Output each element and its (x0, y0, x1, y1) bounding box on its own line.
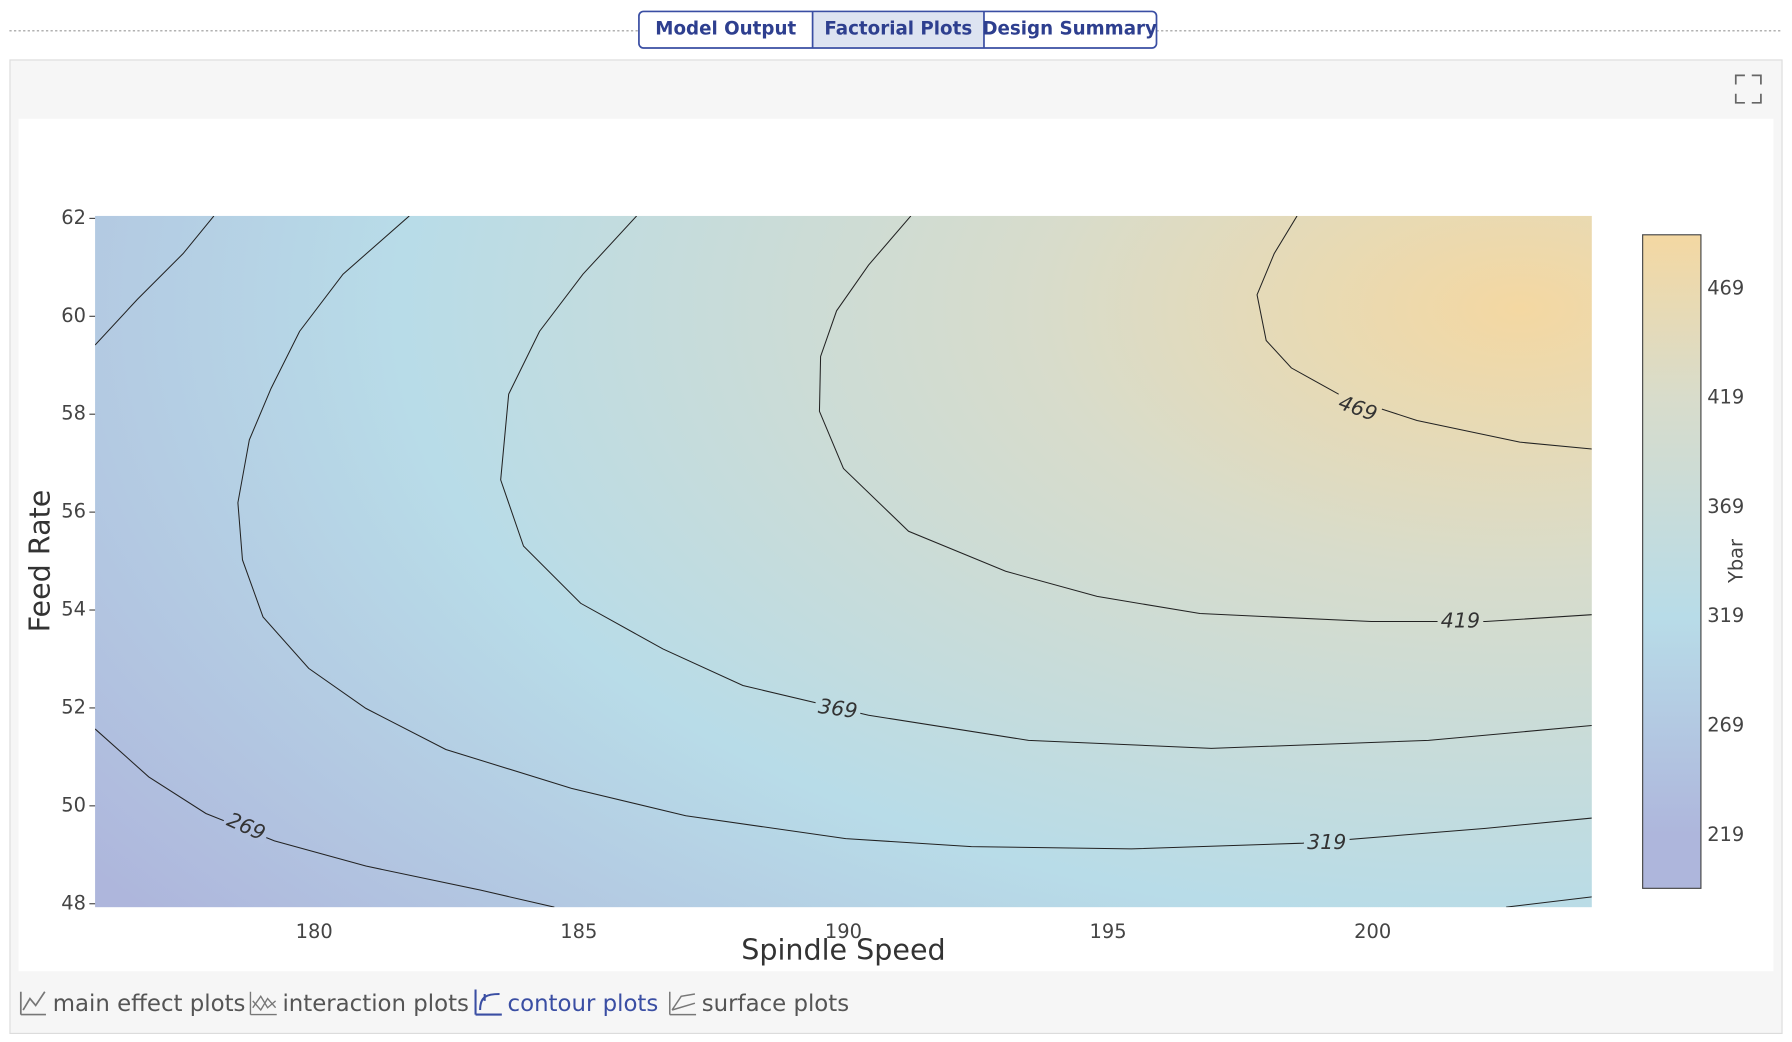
contour-line (237, 215, 1592, 850)
colorbar-tick-label: 219 (1707, 823, 1744, 846)
heatmap (95, 215, 1592, 908)
contour-label-gap (1303, 834, 1350, 853)
tab[interactable]: Factorial Plots (824, 19, 972, 40)
plot-tab[interactable]: main effect plots (53, 991, 246, 1017)
plot-tab[interactable]: contour plots (508, 991, 659, 1017)
contour-line (1506, 896, 1592, 908)
contour-line (1256, 215, 1592, 450)
icon (249, 991, 277, 1016)
x-tick-label: 190 (825, 920, 862, 943)
contours (95, 215, 1592, 908)
plot-tab[interactable]: surface plots (702, 991, 849, 1017)
contour-label: 419 (1441, 609, 1480, 633)
icon (669, 991, 697, 1016)
icon (474, 989, 502, 1016)
y-tick-label: 52 (61, 695, 86, 718)
colorbar-tick-label: 419 (1707, 386, 1744, 409)
colorbar-tick-label: 369 (1707, 495, 1744, 518)
y-tick-label: 48 (61, 891, 86, 914)
colorbar-title: Ybar (1724, 539, 1747, 584)
colorbar-tick-label: 269 (1707, 714, 1744, 737)
contour-label-gap (813, 697, 862, 722)
contour-label: 369 (817, 694, 859, 723)
y-tick-label: 56 (61, 500, 86, 523)
y-tick-label: 54 (61, 598, 86, 621)
tab[interactable]: Model Output (655, 19, 796, 40)
tab[interactable]: Design Summary (982, 19, 1157, 40)
y-axis-title: Feed Rate (22, 490, 56, 633)
y-tick-label: 62 (61, 206, 86, 229)
x-tick-label: 195 (1090, 920, 1127, 943)
contour-line (818, 215, 1592, 623)
y-tick-label: 50 (61, 793, 86, 816)
tab-active-bg (812, 12, 984, 47)
y-tick-label: 60 (61, 304, 86, 327)
plot-tab[interactable]: interaction plots (282, 991, 469, 1017)
contour-label: 319 (1307, 830, 1346, 854)
icon (19, 991, 46, 1016)
x-tick-label: 200 (1354, 920, 1391, 943)
colorbar-tick-label: 319 (1707, 604, 1744, 627)
contour-line (500, 215, 1592, 749)
contour-line (95, 215, 215, 346)
y-tick-label: 58 (61, 402, 86, 425)
contour-label-gap (221, 809, 271, 845)
x-tick-label: 185 (560, 920, 597, 943)
contour-label-gap (1332, 392, 1383, 426)
colorbar-tick-label: 469 (1707, 276, 1744, 299)
fullscreen-button[interactable] (1734, 74, 1762, 104)
colorbar (1642, 234, 1702, 889)
contour-line (95, 728, 555, 908)
x-axis-title: Spindle Speed (741, 933, 945, 967)
contour-label-gap (1437, 612, 1484, 631)
x-tick-label: 180 (296, 920, 333, 943)
